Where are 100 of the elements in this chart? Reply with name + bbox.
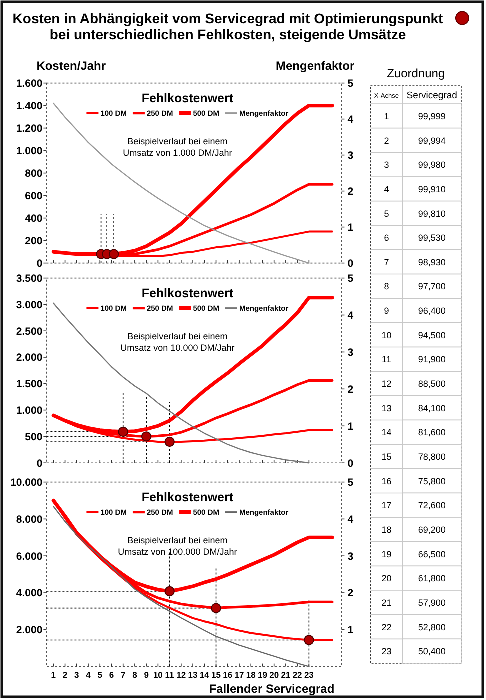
x-tick-label: 18 bbox=[246, 670, 256, 680]
data-label: 98,930 bbox=[418, 257, 446, 268]
y2-axis-title: Mengenfaktor bbox=[276, 58, 356, 73]
y-tick-label: 10 bbox=[382, 330, 392, 340]
y-tick-label: 500 bbox=[25, 431, 43, 444]
data-label: 88,500 bbox=[418, 379, 446, 390]
data-label: 99,999 bbox=[418, 111, 446, 122]
data-label: 94,500 bbox=[418, 330, 446, 340]
y-tick-label: 2 bbox=[384, 136, 390, 146]
x-tick-label: 7 bbox=[120, 670, 126, 680]
data-label: 91,900 bbox=[418, 354, 446, 365]
y-axis-title: Kosten/Jahr bbox=[36, 58, 106, 73]
x-axis-title: Fallender Servicegrad bbox=[209, 682, 335, 696]
y-tick-label: 200 bbox=[25, 236, 43, 248]
y-tick-label: 4.000 bbox=[16, 588, 43, 600]
x-tick-label: Servicegrad bbox=[406, 90, 458, 102]
y-tick-label: 22 bbox=[382, 622, 392, 632]
y-tick-label: 1.000 bbox=[16, 405, 43, 417]
x-tick-label: 20 bbox=[270, 670, 280, 680]
y-tick-label: 2.000 bbox=[16, 352, 43, 364]
y-tick-label: 2.000 bbox=[16, 624, 43, 637]
y-tick-label: 19 bbox=[382, 549, 392, 560]
x-tick-label: 13 bbox=[188, 670, 198, 680]
y-tick-label: 5 bbox=[384, 208, 390, 219]
y-tick-label: 2.500 bbox=[16, 326, 43, 338]
x-tick-label: 10 bbox=[153, 670, 164, 680]
y-tick-label: 16 bbox=[382, 476, 392, 486]
y-tick-label: 21 bbox=[382, 598, 392, 608]
y-tick-label: 1.000 bbox=[16, 146, 43, 158]
y-tick-label: 3.500 bbox=[16, 273, 43, 285]
data-label: 99,980 bbox=[418, 160, 446, 170]
x-tick-label: 6 bbox=[109, 670, 114, 680]
y-tick-label: 8.000 bbox=[16, 514, 43, 526]
x-tick-label: 21 bbox=[281, 670, 291, 680]
x-tick-label: 8 bbox=[132, 670, 138, 680]
y2-tick-label: 5 bbox=[348, 477, 354, 489]
y-tick-label: 0 bbox=[36, 258, 43, 270]
data-label: 75,800 bbox=[418, 476, 446, 486]
data-label: 50,400 bbox=[418, 646, 446, 657]
y2-tick-label: 5 bbox=[348, 78, 354, 90]
x-tick-label: 9 bbox=[144, 670, 150, 680]
data-label: 99,910 bbox=[418, 184, 446, 194]
y2-tick-label: 1 bbox=[348, 624, 354, 637]
y-tick-label: 1.600 bbox=[16, 78, 43, 90]
y-tick-label: 10.000 bbox=[10, 477, 43, 489]
y2-tick-label: 1 bbox=[348, 420, 354, 433]
y2-tick-label: 5 bbox=[348, 273, 354, 285]
y2-tick-label: 2 bbox=[348, 384, 354, 396]
y-tick-label: 1.500 bbox=[16, 378, 43, 391]
y-tick-label: 18 bbox=[382, 525, 392, 536]
y2-tick-label: 1 bbox=[348, 222, 354, 234]
y-tick-label: 3.000 bbox=[16, 299, 43, 312]
y-tick-label: 15 bbox=[382, 452, 392, 462]
data-label: 84,100 bbox=[418, 403, 446, 414]
annotation: Beispielverlauf bei einem Umsatz von 10.000 DM/Jahr bbox=[120, 331, 235, 353]
x-tick-label: 12 bbox=[176, 670, 186, 680]
chart-title: Zuordnung bbox=[387, 66, 446, 80]
data-label: 57,900 bbox=[418, 598, 446, 608]
x-tick-label: 3 bbox=[74, 670, 80, 680]
y2-tick-label: 3 bbox=[348, 150, 354, 162]
y-tick-label: 23 bbox=[382, 646, 392, 657]
y-tick-label: 13 bbox=[382, 403, 392, 414]
data-label: 97,700 bbox=[418, 282, 446, 292]
y-tick-label: 1 bbox=[384, 111, 390, 122]
x-tick-label: 16 bbox=[223, 670, 233, 680]
y-tick-label: 20 bbox=[382, 574, 392, 584]
annotation: Beispielverlauf bei einem Umsatz von 100.000 DM/Jahr bbox=[118, 535, 238, 557]
y-tick-label: 4 bbox=[384, 184, 390, 194]
y2-tick-label: 4 bbox=[348, 310, 354, 322]
y2-tick-label: 4 bbox=[348, 114, 354, 126]
y2-tick-label: 2 bbox=[348, 186, 354, 198]
data-label: 72,600 bbox=[418, 500, 446, 511]
x-tick-label: 1 bbox=[51, 670, 56, 680]
y-tick-label: 0 bbox=[36, 458, 43, 470]
x-tick-label: 17 bbox=[234, 670, 244, 680]
legend-title: Fehlkostenwert bbox=[142, 490, 234, 504]
x-tick-label: 15 bbox=[212, 670, 222, 680]
legend-title: Fehlkostenwert bbox=[142, 286, 234, 300]
y-tick-label: 600 bbox=[25, 190, 43, 202]
data-label: 99,994 bbox=[418, 136, 446, 146]
y-tick-label: 1.400 bbox=[16, 100, 43, 112]
x-tick-label: 11 bbox=[165, 670, 175, 680]
chart-title: Kosten in Abhängigkeit vom Servicegrad mit Optimierungspunkt bei unterschiedlichen Fehlkosten, steigende Umsätze bbox=[12, 10, 444, 42]
y-tick-label: 800 bbox=[25, 168, 43, 180]
y-tick-label: 6 bbox=[384, 233, 390, 244]
y2-tick-label: 2 bbox=[348, 588, 354, 600]
y2-tick-label: 3 bbox=[348, 346, 354, 359]
data-label: 66,500 bbox=[418, 549, 446, 560]
y2-tick-label: 4 bbox=[348, 514, 354, 526]
y-tick-label: 17 bbox=[382, 500, 392, 511]
x-tick-label: 4 bbox=[86, 670, 92, 680]
y2-tick-label: 0 bbox=[348, 458, 354, 470]
data-label: 99,810 bbox=[418, 208, 446, 219]
data-label: 78,800 bbox=[418, 452, 446, 462]
y-tick-label: 400 bbox=[25, 213, 43, 225]
data-label: 81,600 bbox=[418, 428, 446, 438]
x-tick-label: 19 bbox=[258, 670, 268, 680]
x-tick-label: 5 bbox=[98, 670, 103, 680]
y-tick-label: 8 bbox=[384, 282, 390, 292]
y-tick-label: 1.200 bbox=[16, 123, 43, 135]
